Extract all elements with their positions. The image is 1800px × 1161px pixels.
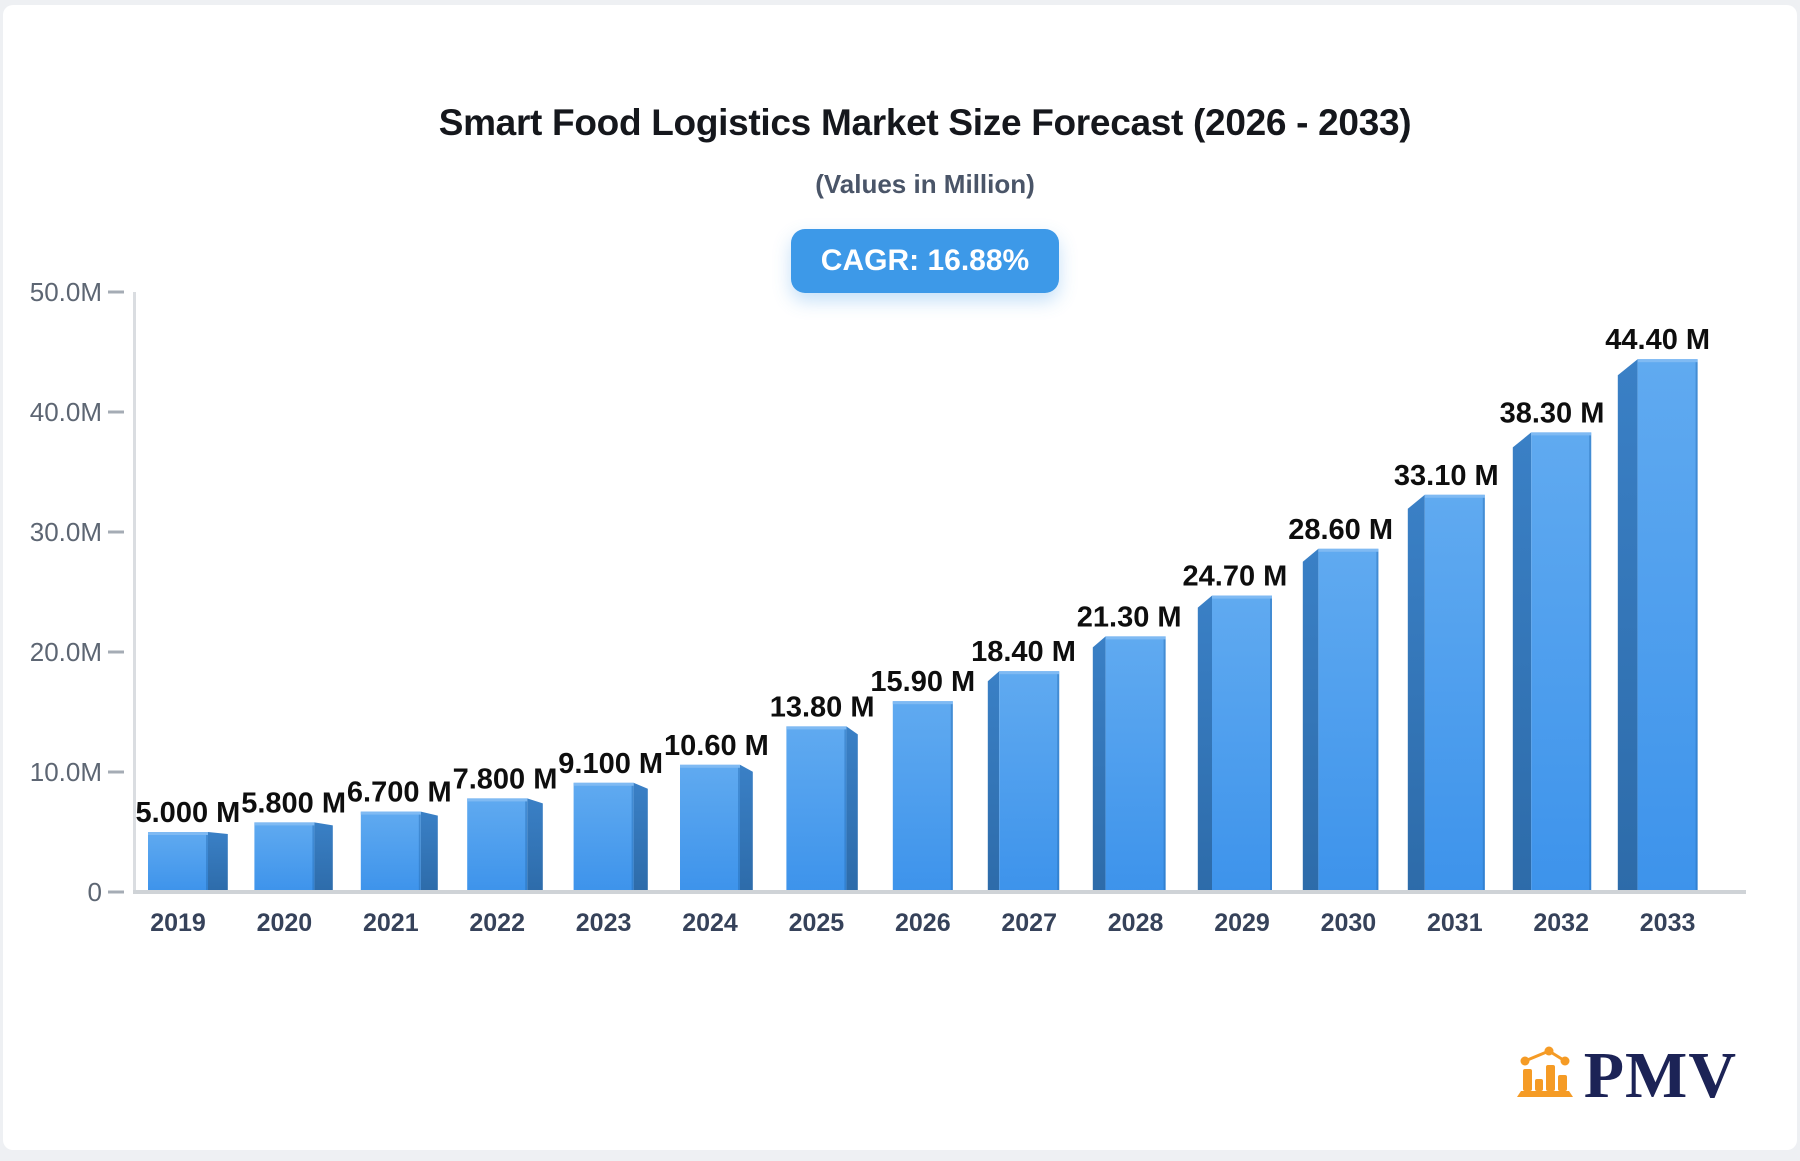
svg-text:38.30 M: 38.30 M	[1500, 397, 1605, 429]
svg-text:30.0M: 30.0M	[30, 517, 102, 547]
svg-text:20.0M: 20.0M	[30, 637, 102, 667]
svg-text:10.60 M: 10.60 M	[664, 730, 769, 762]
chart-header: Smart Food Logistics Market Size Forecas…	[225, 102, 1625, 293]
svg-text:2028: 2028	[1108, 909, 1164, 937]
svg-text:10.0M: 10.0M	[30, 757, 102, 787]
svg-text:18.40 M: 18.40 M	[971, 636, 1076, 668]
svg-text:2032: 2032	[1533, 909, 1589, 937]
svg-text:21.30 M: 21.30 M	[1077, 601, 1182, 633]
svg-text:2027: 2027	[1001, 909, 1057, 937]
svg-text:5.000 M: 5.000 M	[136, 797, 241, 829]
chart-subtitle: (Values in Million)	[815, 169, 1035, 199]
pmv-logo: PMV	[1511, 1038, 1737, 1112]
svg-text:2025: 2025	[789, 909, 845, 937]
svg-text:2029: 2029	[1214, 909, 1270, 937]
svg-text:2033: 2033	[1640, 909, 1696, 937]
svg-text:24.70 M: 24.70 M	[1183, 561, 1288, 593]
svg-text:40.0M: 40.0M	[30, 397, 102, 427]
svg-text:33.10 M: 33.10 M	[1394, 460, 1499, 492]
svg-text:2026: 2026	[895, 909, 951, 937]
svg-text:50.0M: 50.0M	[30, 277, 102, 307]
svg-text:7.800 M: 7.800 M	[453, 763, 558, 795]
cagr-badge: CAGR: 16.88%	[790, 229, 1060, 293]
svg-text:2020: 2020	[257, 909, 313, 937]
svg-text:0: 0	[88, 877, 102, 907]
svg-text:2023: 2023	[576, 909, 632, 937]
svg-text:2030: 2030	[1321, 909, 1377, 937]
logo-text: PMV	[1583, 1038, 1737, 1112]
svg-text:2019: 2019	[150, 909, 206, 937]
svg-text:9.100 M: 9.100 M	[558, 748, 663, 780]
chart-card: Smart Food Logistics Market Size Forecas…	[3, 5, 1797, 1150]
svg-text:13.80 M: 13.80 M	[770, 691, 875, 723]
bar-chart-plot: 0 10.0M 20.0M 30.0M 40.0M 50.0M 5.000 M 2019 5.8…	[30, 277, 1746, 937]
svg-text:2021: 2021	[363, 909, 419, 937]
svg-text:15.90 M: 15.90 M	[870, 666, 975, 698]
svg-text:28.60 M: 28.60 M	[1288, 514, 1393, 546]
svg-text:5.800 M: 5.800 M	[241, 787, 346, 819]
svg-text:44.40 M: 44.40 M	[1605, 324, 1710, 356]
svg-text:2022: 2022	[469, 909, 525, 937]
svg-text:2031: 2031	[1427, 909, 1483, 937]
bar-chart-logo-icon	[1516, 1046, 1573, 1097]
svg-text:6.700 M: 6.700 M	[347, 777, 452, 809]
chart-title: Smart Food Logistics Market Size Forecas…	[438, 102, 1412, 143]
svg-text:2024: 2024	[682, 909, 738, 937]
